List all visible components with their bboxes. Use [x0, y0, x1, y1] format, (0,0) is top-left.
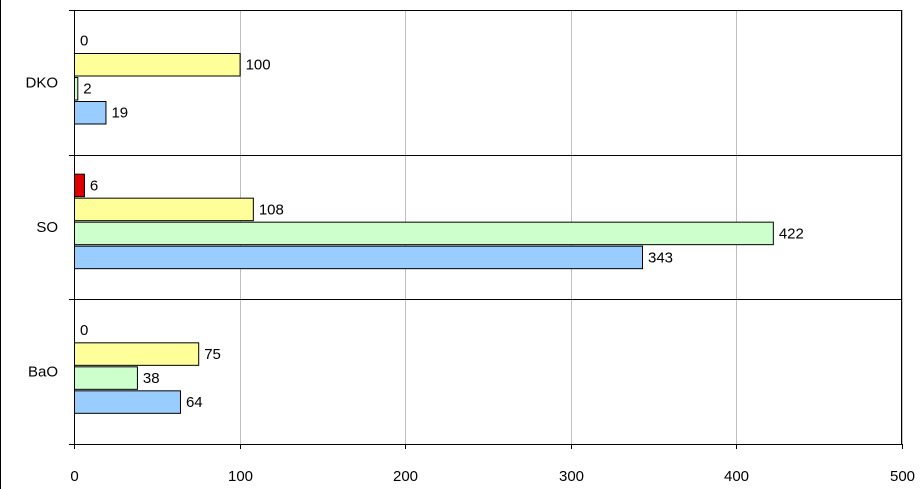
- x-tick-label: 500: [890, 468, 915, 485]
- bar-bao-green: [74, 366, 138, 390]
- data-label-dko-blue: 19: [111, 105, 128, 122]
- data-label-so-red: 6: [90, 177, 98, 194]
- x-tick-label: 300: [559, 468, 584, 485]
- category-label-bao: BaO: [28, 364, 58, 381]
- data-label-bao-green: 38: [143, 370, 160, 387]
- category-label-so: SO: [36, 219, 58, 236]
- x-tick-label: 400: [724, 468, 749, 485]
- data-label-dko-red: 0: [80, 33, 88, 50]
- bar-dko-yellow: [74, 53, 241, 77]
- data-label-dko-green: 2: [83, 81, 91, 98]
- category-separators: [74, 155, 902, 300]
- data-label-so-yellow: 108: [259, 201, 284, 218]
- bar-so-blue: [74, 245, 644, 270]
- data-label-bao-yellow: 75: [204, 346, 221, 363]
- bar-bao-blue: [74, 390, 181, 414]
- data-label-so-blue: 343: [648, 249, 673, 266]
- bar-dko-blue: [74, 101, 107, 125]
- bar-so-yellow: [74, 197, 254, 222]
- data-labels: 0 100 2 19 6 108 422 343 0 75 38 64: [80, 33, 804, 411]
- bars: [74, 53, 774, 414]
- data-label-bao-blue: 64: [186, 394, 203, 411]
- data-label-dko-yellow: 100: [246, 57, 271, 74]
- bar-so-green: [74, 221, 774, 246]
- x-tick-label: 200: [393, 468, 418, 485]
- data-label-so-green: 422: [779, 225, 804, 242]
- x-tick-label: 100: [228, 468, 253, 485]
- bar-bao-yellow: [74, 342, 200, 366]
- x-tick-label: 0: [70, 468, 78, 485]
- category-label-dko: DKO: [25, 74, 58, 91]
- data-label-bao-red: 0: [80, 322, 88, 339]
- bar-so-red: [74, 173, 85, 198]
